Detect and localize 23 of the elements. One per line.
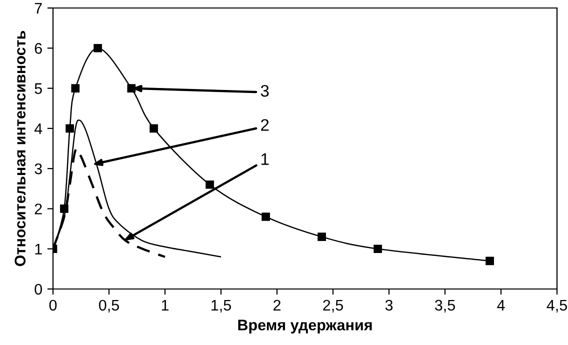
annotation: 3	[260, 84, 269, 97]
y-tick-label: 6	[34, 43, 42, 54]
y-tick-label: 0	[34, 284, 42, 295]
y-tick-label: 1	[35, 244, 42, 254]
y-tick-label: 3	[34, 163, 42, 174]
y-tick-label: 4	[34, 123, 42, 134]
x-tick-label: 2	[274, 300, 280, 310]
y-tick-label: 2	[34, 204, 42, 214]
x-tick-label: 0	[49, 300, 57, 311]
y-tick-label: 5	[34, 83, 42, 94]
y-tick-label: 7	[34, 3, 42, 14]
x-tick-label: 2,5	[323, 300, 343, 312]
x-tick-label: 3	[385, 300, 393, 311]
x-axis-title: Время удержания	[238, 320, 372, 334]
x-tick-label: 1	[162, 300, 169, 310]
x-tick-label: 1,5	[212, 300, 231, 312]
x-tick-label: 4	[497, 300, 505, 310]
annotation: 2	[261, 119, 269, 131]
y-axis-title: Относительная интенсивность	[14, 30, 26, 266]
x-tick-label: 3,5	[434, 300, 455, 312]
x-tick-label: 4,5	[546, 300, 567, 312]
x-tick-label: 0,5	[98, 300, 119, 312]
annotation: 1	[261, 153, 269, 165]
